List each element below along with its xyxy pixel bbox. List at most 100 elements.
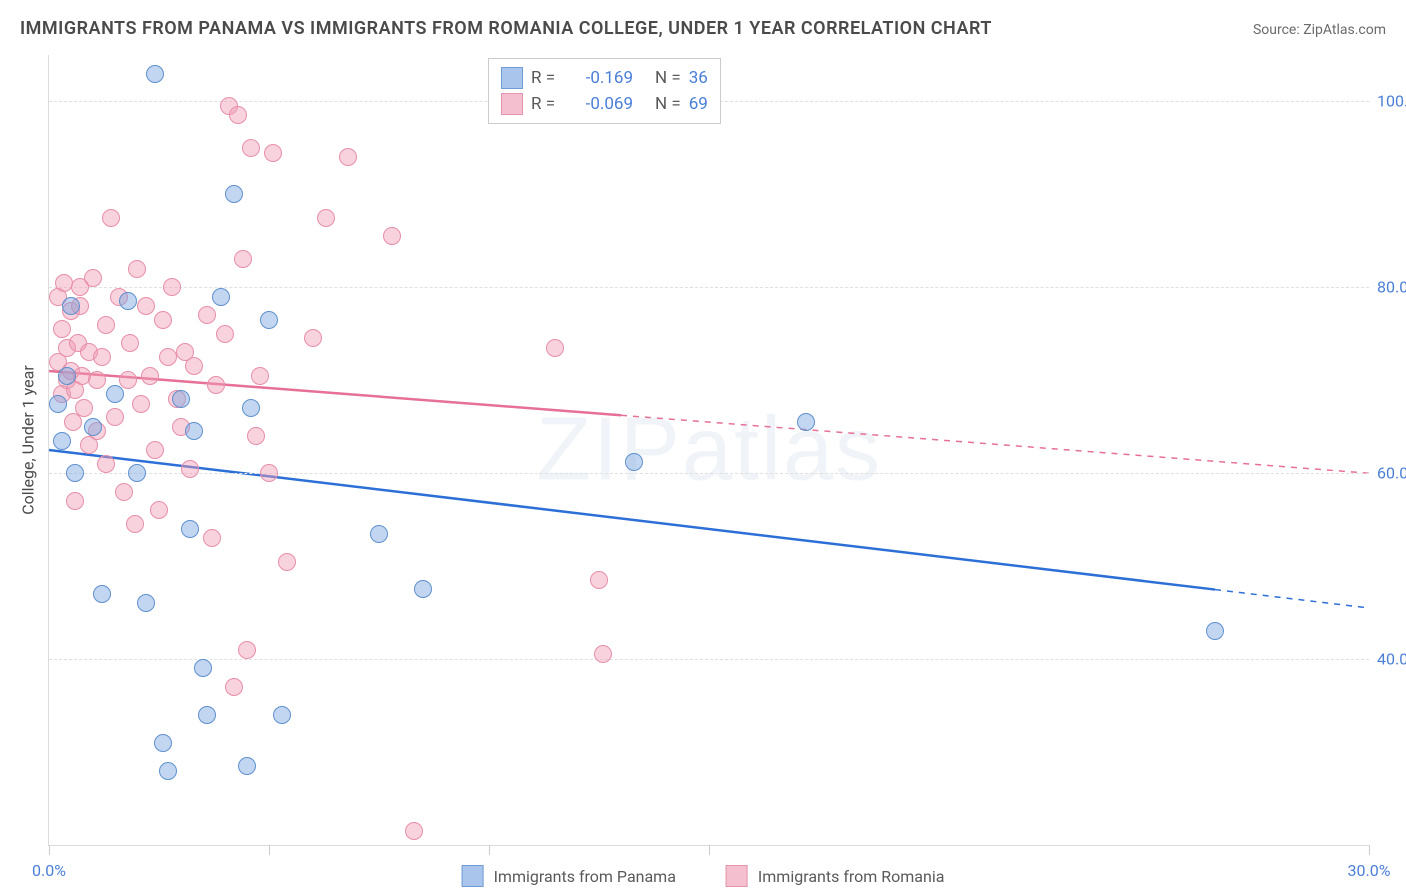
marker-panama <box>128 464 146 482</box>
marker-panama <box>414 580 432 598</box>
grid-line <box>49 473 1369 474</box>
marker-romania <box>163 278 181 296</box>
marker-romania <box>97 316 115 334</box>
marker-romania <box>251 367 269 385</box>
bottom-legend: Immigrants from Panama Immigrants from R… <box>462 865 945 887</box>
stats-legend: R =-0.169N =36R =-0.069N =69 <box>488 58 721 124</box>
swatch-panama <box>462 865 484 887</box>
stats-row-panama: R =-0.169N =36 <box>501 65 708 91</box>
grid-line <box>49 287 1369 288</box>
marker-romania <box>159 348 177 366</box>
marker-panama <box>106 385 124 403</box>
y-tick-label: 80.0% <box>1377 278 1406 297</box>
marker-romania <box>66 492 84 510</box>
x-tick <box>49 845 50 855</box>
y-tick-label: 40.0% <box>1377 650 1406 669</box>
swatch-panama <box>501 67 523 89</box>
marker-romania <box>225 678 243 696</box>
marker-romania <box>181 460 199 478</box>
marker-romania <box>93 348 111 366</box>
marker-panama <box>370 525 388 543</box>
marker-romania <box>264 144 282 162</box>
chart-container: IMMIGRANTS FROM PANAMA VS IMMIGRANTS FRO… <box>0 0 1406 892</box>
marker-romania <box>146 441 164 459</box>
marker-romania <box>247 427 265 445</box>
marker-romania <box>405 822 423 840</box>
marker-romania <box>260 464 278 482</box>
n-label: N = <box>655 94 681 114</box>
marker-romania <box>185 357 203 375</box>
chart-title: IMMIGRANTS FROM PANAMA VS IMMIGRANTS FRO… <box>20 18 992 39</box>
marker-romania <box>203 529 221 547</box>
marker-panama <box>159 762 177 780</box>
swatch-romania <box>726 865 748 887</box>
marker-romania <box>229 106 247 124</box>
n-label: N = <box>655 68 681 88</box>
marker-panama <box>225 185 243 203</box>
marker-romania <box>121 334 139 352</box>
marker-romania <box>304 329 322 347</box>
n-value-romania: 69 <box>689 94 708 114</box>
y-axis-label: College, Under 1 year <box>19 365 38 515</box>
marker-romania <box>242 139 260 157</box>
marker-romania <box>115 483 133 501</box>
marker-romania <box>97 455 115 473</box>
marker-romania <box>594 645 612 663</box>
y-tick-label: 100.0% <box>1377 92 1406 111</box>
x-tick-label: 0.0% <box>32 861 66 880</box>
x-tick-label: 30.0% <box>1348 861 1391 880</box>
y-tick-label: 60.0% <box>1377 464 1406 483</box>
marker-panama <box>194 659 212 677</box>
marker-romania <box>102 209 120 227</box>
marker-romania <box>590 571 608 589</box>
marker-romania <box>141 367 159 385</box>
marker-romania <box>106 408 124 426</box>
r-label: R = <box>531 68 555 88</box>
marker-panama <box>242 399 260 417</box>
marker-panama <box>185 422 203 440</box>
marker-panama <box>260 311 278 329</box>
marker-panama <box>58 367 76 385</box>
marker-romania <box>317 209 335 227</box>
stats-row-romania: R = -0.069 N = 69 <box>501 91 708 117</box>
swatch-romania <box>501 93 523 115</box>
r-value-romania: -0.069 <box>563 94 633 114</box>
n-value-panama: 36 <box>689 68 708 88</box>
marker-romania <box>216 325 234 343</box>
marker-panama <box>238 757 256 775</box>
marker-panama <box>66 464 84 482</box>
marker-panama <box>62 297 80 315</box>
marker-panama <box>212 288 230 306</box>
marker-romania <box>238 641 256 659</box>
marker-panama <box>1206 622 1224 640</box>
marker-panama <box>181 520 199 538</box>
marker-romania <box>278 553 296 571</box>
grid-line <box>49 659 1369 660</box>
marker-romania <box>234 250 252 268</box>
x-tick <box>709 845 710 855</box>
legend-item-panama: Immigrants from Panama <box>462 865 676 887</box>
marker-romania <box>132 395 150 413</box>
marker-panama <box>119 292 137 310</box>
marker-panama <box>49 395 67 413</box>
marker-romania <box>383 227 401 245</box>
marker-panama <box>198 706 216 724</box>
r-label: R = <box>531 94 555 114</box>
marker-romania <box>84 269 102 287</box>
trend-lines <box>49 55 1369 845</box>
marker-panama <box>273 706 291 724</box>
marker-romania <box>339 148 357 166</box>
marker-panama <box>53 432 71 450</box>
source-label: Source: ZipAtlas.com <box>1253 22 1386 38</box>
marker-panama <box>84 418 102 436</box>
x-tick <box>1369 845 1370 855</box>
marker-panama <box>625 453 643 471</box>
marker-romania <box>119 371 137 389</box>
marker-romania <box>154 311 172 329</box>
marker-romania <box>53 320 71 338</box>
marker-romania <box>126 515 144 533</box>
marker-romania <box>150 501 168 519</box>
marker-romania <box>128 260 146 278</box>
marker-romania <box>88 371 106 389</box>
marker-panama <box>93 585 111 603</box>
